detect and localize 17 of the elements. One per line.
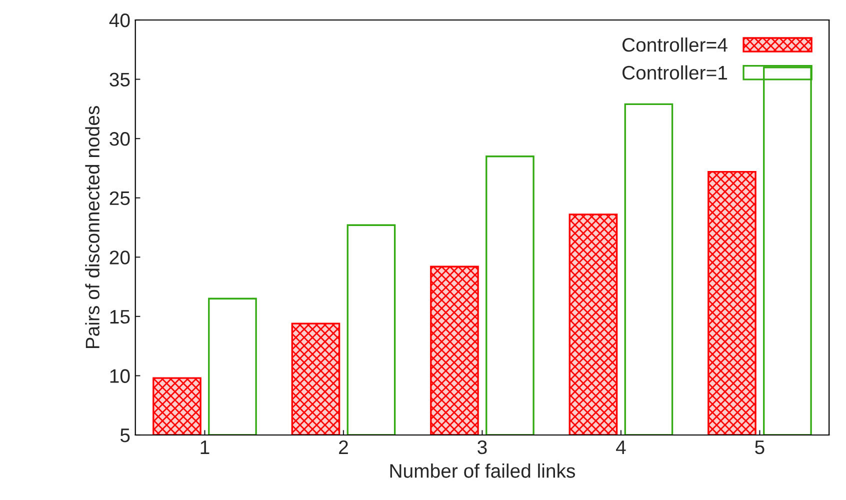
y-tick-label: 30 bbox=[110, 132, 130, 146]
x-tick-label: 1 bbox=[200, 440, 210, 454]
y-tick-label: 40 bbox=[109, 13, 130, 28]
y-axis-title: Pairs of disconnected nodes bbox=[85, 106, 100, 348]
y-tick-label: 35 bbox=[110, 72, 130, 87]
x-tick-label: 4 bbox=[616, 440, 626, 454]
y-tick-label: 15 bbox=[110, 310, 130, 324]
x-tick-label: 2 bbox=[339, 440, 348, 454]
y-tick-label: 25 bbox=[110, 191, 130, 206]
legend-label: Controller=1 bbox=[622, 65, 728, 80]
y-tick-label: 5 bbox=[120, 428, 130, 442]
y-tick-label: 10 bbox=[110, 369, 130, 383]
y-tick-label: 20 bbox=[110, 250, 130, 264]
x-tick-label: 3 bbox=[478, 440, 487, 454]
legend-label: Controller=4 bbox=[622, 38, 728, 52]
x-axis-title: Number of failed links bbox=[390, 464, 576, 478]
x-tick-label: 5 bbox=[755, 440, 764, 454]
